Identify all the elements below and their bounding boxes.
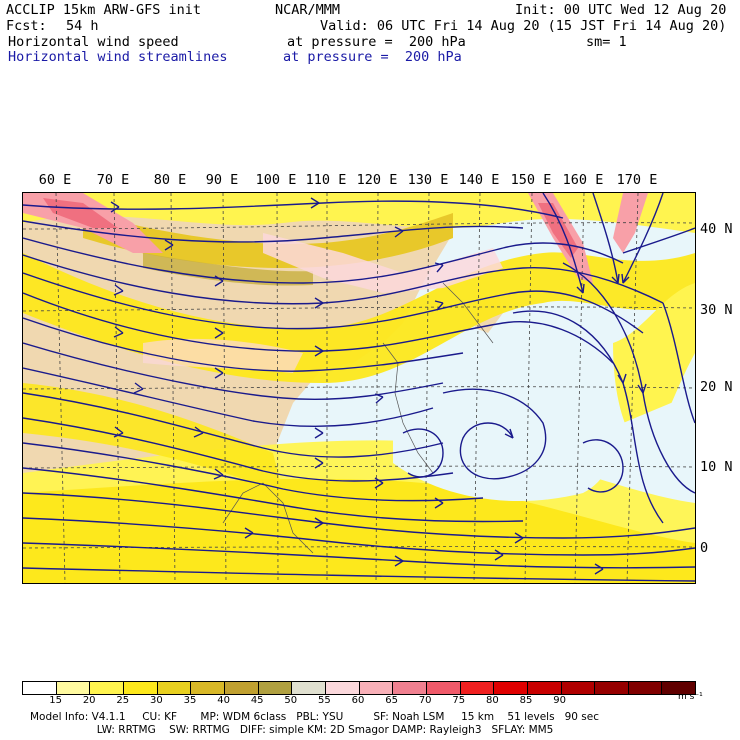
colorbar-segment <box>90 682 124 694</box>
jet-band-top <box>23 193 695 233</box>
colorbar-segment <box>325 682 360 694</box>
lat-label: 10 N <box>700 459 733 475</box>
colorbar-segment <box>258 682 293 694</box>
colorbar-label: 25 <box>116 695 130 706</box>
model-info-line2: LW: RRTMG SW: RRTMG DIFF: simple KM: 2D … <box>30 724 554 736</box>
colorbar-label: 15 <box>49 695 62 706</box>
colorbar-label: 90 <box>553 695 566 706</box>
lon-label: 80 E <box>153 172 187 188</box>
calm-region <box>393 352 617 502</box>
lat-label: 40 N <box>700 221 733 237</box>
colorbar-segment <box>123 682 158 694</box>
field2-level: at pressure = 200 hPa <box>283 49 462 65</box>
forecast-hour: 54 h <box>66 18 99 34</box>
colorbar-label: 45 <box>250 695 264 706</box>
init-time: Init: 00 UTC Wed 12 Aug 20 <box>515 2 727 18</box>
colorbar-segment <box>494 682 528 694</box>
lon-label: 90 E <box>205 172 239 188</box>
colorbar-label: 85 <box>519 695 533 706</box>
colorbar-segment <box>527 682 562 694</box>
colorbar-label: 65 <box>385 695 398 706</box>
colorbar-segment <box>595 682 629 694</box>
jet-core-olive <box>143 253 313 286</box>
colorbar-segment <box>359 682 394 694</box>
model-title: ACCLIP 15km ARW-GFS init <box>6 2 202 18</box>
lon-label: 120 E <box>356 172 398 188</box>
lon-label: 130 E <box>407 172 449 188</box>
colorbar-segment <box>393 682 427 694</box>
colorbar-label: 75 <box>452 695 466 706</box>
forecast-label: Fcst: <box>6 18 47 34</box>
colorbar-segment <box>292 682 326 694</box>
colorbar-label: 55 <box>318 695 331 706</box>
jet-core-gold <box>83 213 453 268</box>
wind-map-canvas <box>23 193 695 583</box>
wind-map <box>22 192 696 584</box>
jet-max-west-core <box>43 198 118 228</box>
colorbar-label: 80 <box>486 695 499 706</box>
jet-band-west <box>23 383 283 493</box>
colorbar-label: 30 <box>150 695 163 706</box>
colorbar-segment <box>191 682 225 694</box>
wind-speed-colorbar <box>22 681 696 695</box>
colorbar-segment <box>224 682 259 694</box>
lon-label: 70 E <box>96 172 130 188</box>
colorbar-unit: m s⁻¹ <box>678 692 703 702</box>
lon-label: 110 E <box>305 172 347 188</box>
colorbar-label: 60 <box>351 695 365 706</box>
field1-level: at pressure = 200 hPa <box>287 34 466 50</box>
colorbar-label: 40 <box>217 695 230 706</box>
colorbar-segment <box>426 682 461 694</box>
lat-label: 20 N <box>700 379 733 395</box>
jet-pink-region <box>263 233 503 293</box>
lon-label: 150 E <box>510 172 552 188</box>
colorbar-segment <box>157 682 192 694</box>
lon-label: 100 E <box>255 172 297 188</box>
lon-label: 60 E <box>38 172 72 188</box>
valid-time: Valid: 06 UTC Fri 14 Aug 20 (15 JST Fri … <box>320 18 727 34</box>
colorbar-segment <box>23 682 57 694</box>
colorbar-label: 70 <box>418 695 432 706</box>
lat-label: 30 N <box>700 302 733 318</box>
colorbar-segment <box>561 682 596 694</box>
pink-patch <box>143 338 303 373</box>
colorbar-label: 50 <box>284 695 298 706</box>
organization: NCAR/MMM <box>275 2 341 18</box>
colorbar-label: 35 <box>183 695 197 706</box>
lon-label: 140 E <box>458 172 500 188</box>
jet-band-east <box>613 283 695 453</box>
colorbar-segment <box>56 682 91 694</box>
smoothing-value: sm= 1 <box>586 34 627 50</box>
model-info-line1: Model Info: V4.1.1 CU: KF MP: WDM 6class… <box>30 711 599 723</box>
lon-label: 170 E <box>616 172 658 188</box>
field1-name: Horizontal wind speed <box>8 34 179 50</box>
calm-region-east <box>623 393 695 493</box>
colorbar-segment <box>662 682 696 694</box>
streamline-arrows <box>110 197 647 575</box>
colorbar-label: 20 <box>82 695 96 706</box>
lat-label: 0 <box>700 540 709 556</box>
lon-label: 160 E <box>562 172 604 188</box>
colorbar-segment <box>460 682 495 694</box>
colorbar-segment <box>628 682 663 694</box>
jet-band-south-core <box>23 478 695 583</box>
wind-streamlines <box>23 193 695 582</box>
field2-name: Horizontal wind streamlines <box>8 49 228 65</box>
